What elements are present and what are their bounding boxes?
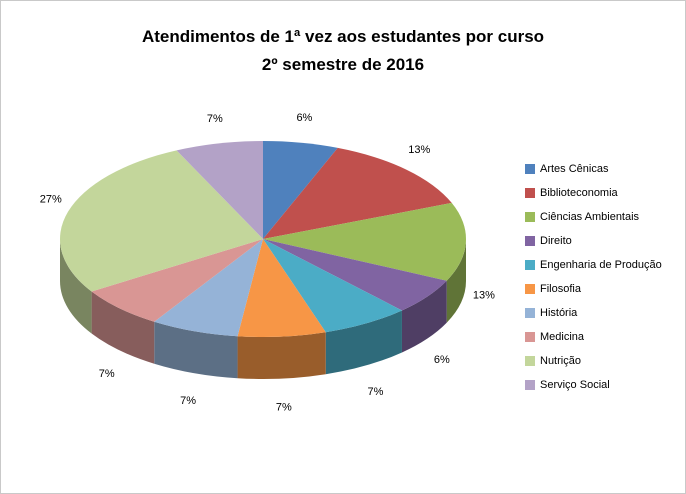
legend-swatch — [525, 188, 535, 198]
pie-slice-side — [325, 310, 402, 375]
legend-swatch — [525, 332, 535, 342]
legend-swatch — [525, 284, 535, 294]
pie-percent-label: 13% — [473, 290, 495, 302]
pie-percent-label: 7% — [207, 113, 223, 125]
chart-title-line1: Atendimentos de 1ª vez aos estudantes po… — [141, 27, 545, 46]
legend-swatch — [525, 380, 535, 390]
legend-swatch — [525, 356, 535, 366]
legend-label: Ciências Ambientais — [540, 211, 640, 223]
legend-item: Nutrição — [525, 355, 683, 367]
pie-slice-side — [401, 280, 447, 353]
pie-slice-side — [91, 291, 155, 364]
pie-percent-label: 7% — [99, 368, 115, 380]
pie-slice — [263, 239, 402, 333]
legend-label: Artes Cênicas — [540, 163, 609, 175]
pie-slice — [154, 239, 263, 337]
legend-item: Biblioteconomia — [525, 187, 683, 199]
legend-label: Serviço Social — [540, 379, 610, 391]
legend-item: Ciências Ambientais — [525, 211, 683, 223]
pie-slice — [91, 239, 263, 322]
legend-swatch — [525, 308, 535, 318]
pie-percent-label: 7% — [180, 395, 196, 407]
legend-label: Engenharia de Produção — [540, 259, 662, 271]
pie-slice — [60, 150, 264, 292]
pie-chart: 6% 13% 13% 6% 7% 7% 7% 7% 27% 7% — [40, 112, 495, 414]
pie-slice — [263, 141, 338, 239]
legend-item: Medicina — [525, 331, 683, 343]
pie-slice-side — [60, 239, 92, 334]
pie-percent-label: 27% — [40, 194, 62, 206]
pie-percent-label: 6% — [434, 354, 450, 366]
pie-slice — [263, 239, 447, 311]
legend-item: História — [525, 307, 683, 319]
legend-swatch — [525, 260, 535, 270]
legend-item: Filosofia — [525, 283, 683, 295]
legend-item: Artes Cênicas — [525, 163, 683, 175]
pie-slice-side — [237, 332, 326, 380]
legend-item: Direito — [525, 235, 683, 247]
pie-percent-label: 7% — [276, 402, 292, 414]
chart-legend: Artes Cênicas Biblioteconomia Ciências Amb… — [525, 163, 683, 403]
chart-title: Atendimentos de 1ª vez aos estudantes po… — [1, 23, 685, 79]
legend-label: Biblioteconomia — [540, 187, 618, 199]
chart-title-line2: 2º semestre de 2016 — [261, 55, 425, 74]
legend-label: Filosofia — [540, 283, 581, 295]
legend-label: Direito — [540, 235, 572, 247]
legend-swatch — [525, 164, 535, 174]
legend-label: Medicina — [540, 331, 585, 343]
pie-slice — [237, 239, 326, 338]
pie-slice — [263, 202, 467, 281]
legend-label: Nutrição — [540, 355, 581, 367]
pie-percent-label: 6% — [296, 112, 312, 124]
pie-slice — [263, 147, 452, 239]
legend-swatch — [525, 236, 535, 246]
pie-slice — [176, 141, 263, 239]
legend-item: Serviço Social — [525, 379, 683, 391]
pie-slice-side — [154, 321, 238, 379]
legend-swatch — [525, 212, 535, 222]
pie-slice-side — [446, 239, 466, 323]
legend-item: Engenharia de Produção — [525, 259, 683, 271]
pie-percent-label: 13% — [408, 144, 430, 156]
pie-percent-label: 7% — [368, 386, 384, 398]
legend-label: História — [540, 307, 578, 319]
